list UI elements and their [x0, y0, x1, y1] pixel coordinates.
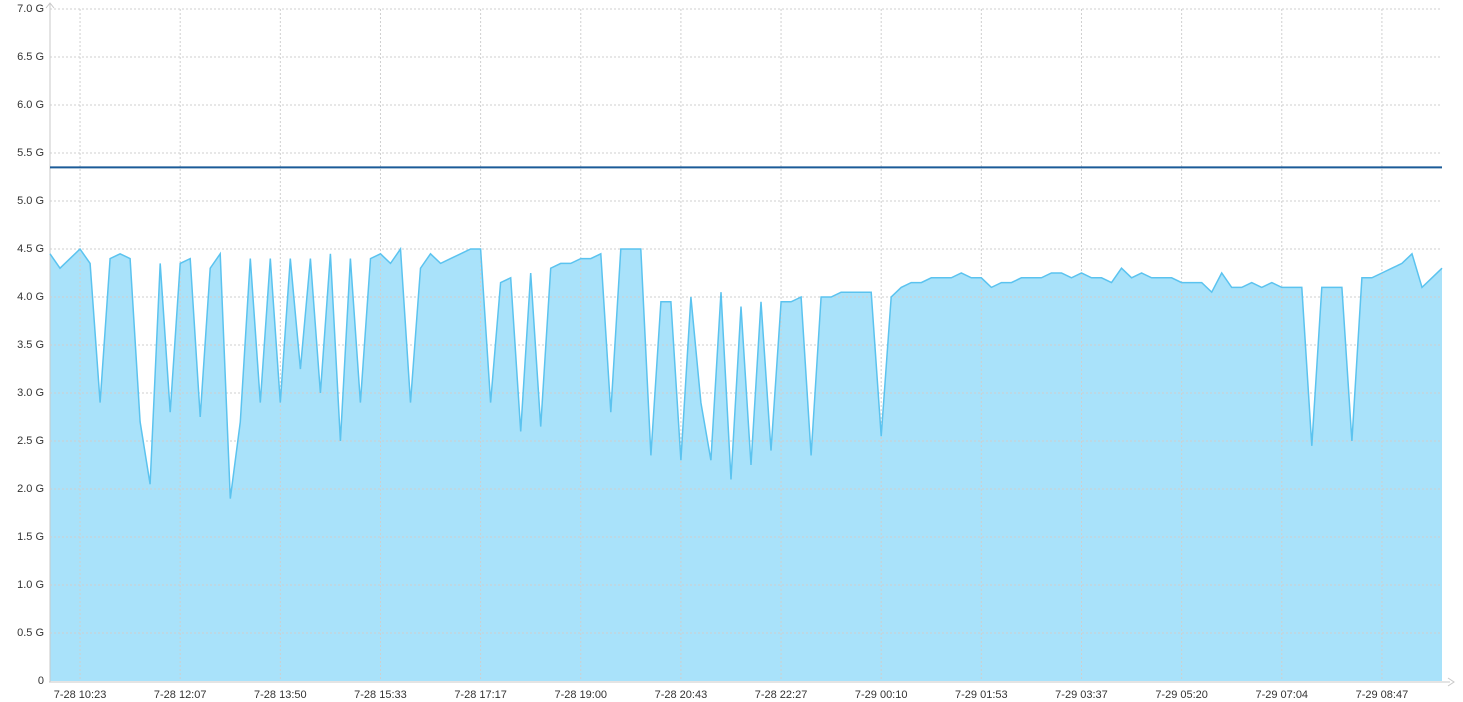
line [49, 246, 1443, 499]
x-tick-label: 7-28 20:43 [655, 689, 708, 701]
x-tick-label: 7-28 12:07 [154, 689, 207, 701]
y-tick-label: 5.0 G [17, 195, 44, 207]
y-tick-label: 1.0 G [17, 579, 44, 591]
y-tick-label: 3.0 G [17, 387, 44, 399]
y-tick-label: 6.5 G [17, 51, 44, 63]
x-tick-label: 7-29 08:47 [1356, 689, 1409, 701]
x-tick-label: 7-29 01:53 [955, 689, 1008, 701]
y-tick-label: 6.0 G [17, 99, 44, 111]
y-tick-label: 0.5 G [17, 627, 44, 639]
x-tick-label: 7-28 17:17 [454, 689, 507, 701]
x-tick-label: 7-28 10:23 [54, 689, 107, 701]
y-tick-label: 3.5 G [17, 339, 44, 351]
x-tick-label: 7-28 13:50 [254, 689, 307, 701]
y-tick-label: 5.5 G [17, 147, 44, 159]
x-tick-label: 7-28 15:33 [354, 689, 407, 701]
y-tick-label: 2.0 G [17, 483, 44, 495]
y-tick-label: 2.5 G [17, 435, 44, 447]
x-tick-label: 7-29 03:37 [1055, 689, 1108, 701]
x-axis-arrow [1447, 677, 1455, 687]
x-tick-label: 7-28 22:27 [755, 689, 808, 701]
y-tick-label: 0 [38, 675, 44, 687]
y-tick-label: 4.0 G [17, 291, 44, 303]
x-tick-label: 7-29 05:20 [1155, 689, 1208, 701]
x-tick-label: 7-28 19:00 [554, 689, 607, 701]
y-tick-label: 7.0 G [17, 3, 44, 15]
y-tick-label: 4.5 G [17, 243, 44, 255]
x-tick-label: 7-29 00:10 [855, 689, 908, 701]
y-tick-label: 1.5 G [17, 531, 44, 543]
x-tick-label: 7-29 07:04 [1255, 689, 1308, 701]
y-axis-arrow [45, 2, 55, 9]
area [50, 249, 1442, 681]
